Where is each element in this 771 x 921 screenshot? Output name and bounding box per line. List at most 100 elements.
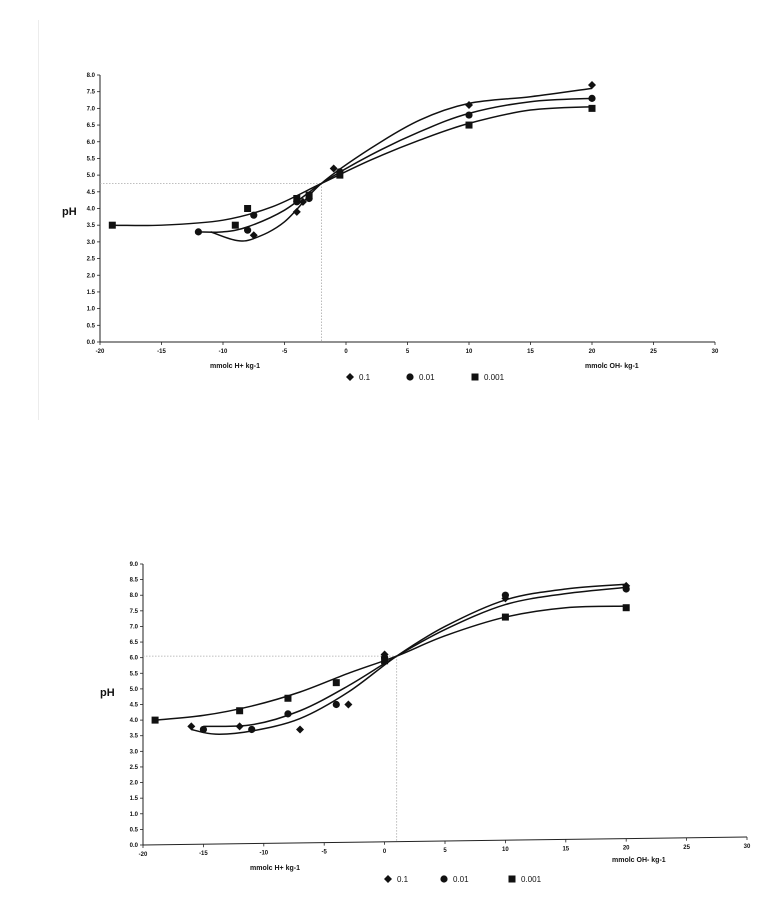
x-tick-label: 15 (527, 349, 534, 355)
data-point-0.1 (296, 725, 305, 734)
data-point-0.001 (336, 171, 344, 179)
data-point-0.001 (501, 613, 509, 621)
x-tick-label: 10 (502, 847, 509, 853)
data-point-0.1 (298, 197, 307, 206)
x-tick-label: 15 (562, 846, 569, 852)
data-point-0.01 (199, 725, 207, 734)
x-tick-label: 30 (712, 349, 719, 355)
x-tick-label: -10 (219, 349, 228, 355)
data-point-0.001 (231, 221, 239, 229)
y-tick-label: 7.5 (130, 609, 139, 615)
y-tick-label: 1.0 (130, 812, 139, 818)
y-tick-label: 0.5 (130, 827, 139, 833)
y-tick-label: 2.5 (87, 257, 96, 263)
data-point-0.1 (344, 700, 353, 709)
data-point-0.001 (293, 194, 301, 202)
data-point-0.01 (284, 710, 292, 718)
chart-2: 0.0 0.5 1.0 1.5 2.0 2.5 3.0 3.5 4.0 4.5 5.0 5.5 6.0 6… (100, 562, 751, 884)
y-tick-label: 8.0 (130, 593, 139, 599)
legend-label-0.01: 0.01 (419, 373, 435, 382)
y-tick-label: 9.0 (130, 562, 139, 568)
y-tick-label: 7.5 (87, 90, 96, 96)
y-tick-label: 5.0 (130, 687, 139, 693)
legend-label-0.001: 0.001 (484, 373, 505, 382)
y-tick-label: 1.5 (87, 290, 96, 296)
y-tick-label: 5.0 (87, 173, 96, 179)
y-tick-label: 3.5 (130, 734, 139, 740)
legend-marker-0.1 (346, 373, 354, 381)
x-tick-label: -15 (157, 349, 166, 355)
data-point-0.001 (305, 191, 313, 199)
x-tick-label: 20 (623, 846, 630, 852)
y-tick-label: 0.0 (130, 843, 139, 849)
x-tick-label: -5 (322, 850, 328, 856)
data-point-0.1 (588, 81, 596, 90)
data-point-0.1 (292, 207, 301, 216)
x-tick-label: -20 (139, 852, 148, 858)
y-tick-label: 4.5 (130, 703, 139, 709)
x-tick-label: 20 (589, 349, 596, 355)
data-point-0.001 (332, 679, 340, 687)
y-tick-label: 0.5 (87, 323, 96, 329)
x-tick-label: -20 (96, 349, 105, 355)
x-axis-label-right: mmolc OH- kg-1 (612, 857, 666, 864)
data-point-0.01 (588, 94, 596, 102)
y-tick-label: 6.0 (130, 656, 139, 662)
data-point-0.01 (622, 585, 630, 593)
legend-marker-0.001 (508, 875, 516, 883)
data-point-0.001 (108, 221, 116, 229)
y-tick-label: 3.0 (130, 749, 139, 755)
legend-marker-0.1 (384, 875, 392, 883)
data-point-0.01 (465, 111, 473, 119)
y-tick-label: 4.5 (87, 190, 96, 196)
y-tick-label: 1.0 (87, 307, 96, 313)
y-axis-label: pH (100, 687, 115, 699)
y-tick-label: 4.0 (130, 718, 139, 724)
y-tick-label: 0.0 (87, 340, 96, 346)
data-point-0.001 (236, 707, 244, 715)
x-tick-label: 10 (466, 349, 473, 355)
data-point-0.1 (329, 164, 338, 173)
x-tick-label: 25 (683, 845, 690, 851)
x-axis-label-left: mmolc H+ kg-1 (250, 865, 300, 872)
y-tick-label: 2.5 (130, 765, 139, 771)
x-tick-label: 5 (443, 848, 447, 854)
data-point-0.001 (588, 104, 596, 112)
y-tick-label: 4.0 (87, 207, 96, 213)
y-tick-label: 7.0 (130, 624, 139, 630)
series-line-0.1 (210, 87, 593, 242)
data-point-0.01 (244, 226, 252, 234)
legend-label-0.01: 0.01 (453, 875, 469, 884)
data-point-0.001 (622, 604, 630, 612)
y-tick-label: 6.0 (87, 140, 96, 146)
x-axis-label-right: mmolc OH- kg-1 (585, 363, 639, 370)
x-tick-label: 0 (344, 349, 348, 355)
data-point-0.01 (501, 591, 509, 599)
data-point-0.001 (244, 205, 252, 212)
series-line-0.001 (112, 105, 593, 227)
y-tick-label: 8.0 (87, 73, 96, 79)
data-point-0.1 (249, 231, 258, 240)
data-point-0.01 (332, 700, 340, 709)
data-point-0.001 (284, 694, 292, 702)
y-tick-label: 2.0 (130, 781, 139, 787)
x-tick-label: 5 (406, 349, 410, 355)
x-tick-label: -5 (282, 349, 288, 355)
scan-artifact-line (38, 20, 39, 420)
x-tick-label: 25 (650, 349, 657, 355)
y-tick-label: 6.5 (87, 123, 96, 129)
legend-marker-0.01 (406, 373, 414, 381)
legend-marker-0.001 (471, 373, 479, 381)
y-tick-label: 8.5 (130, 578, 139, 584)
series-line-0.01 (198, 97, 593, 233)
data-point-0.001 (381, 657, 389, 665)
x-tick-label: -10 (259, 850, 268, 856)
legend-label-0.1: 0.1 (397, 875, 409, 884)
data-point-0.1 (465, 101, 473, 110)
y-tick-label: 3.5 (87, 223, 96, 229)
series-line-0.1 (191, 583, 627, 735)
x-axis-label-left: mmolc H+ kg-1 (210, 363, 260, 370)
data-point-0.01 (248, 725, 256, 734)
y-tick-label: 7.0 (87, 106, 96, 112)
